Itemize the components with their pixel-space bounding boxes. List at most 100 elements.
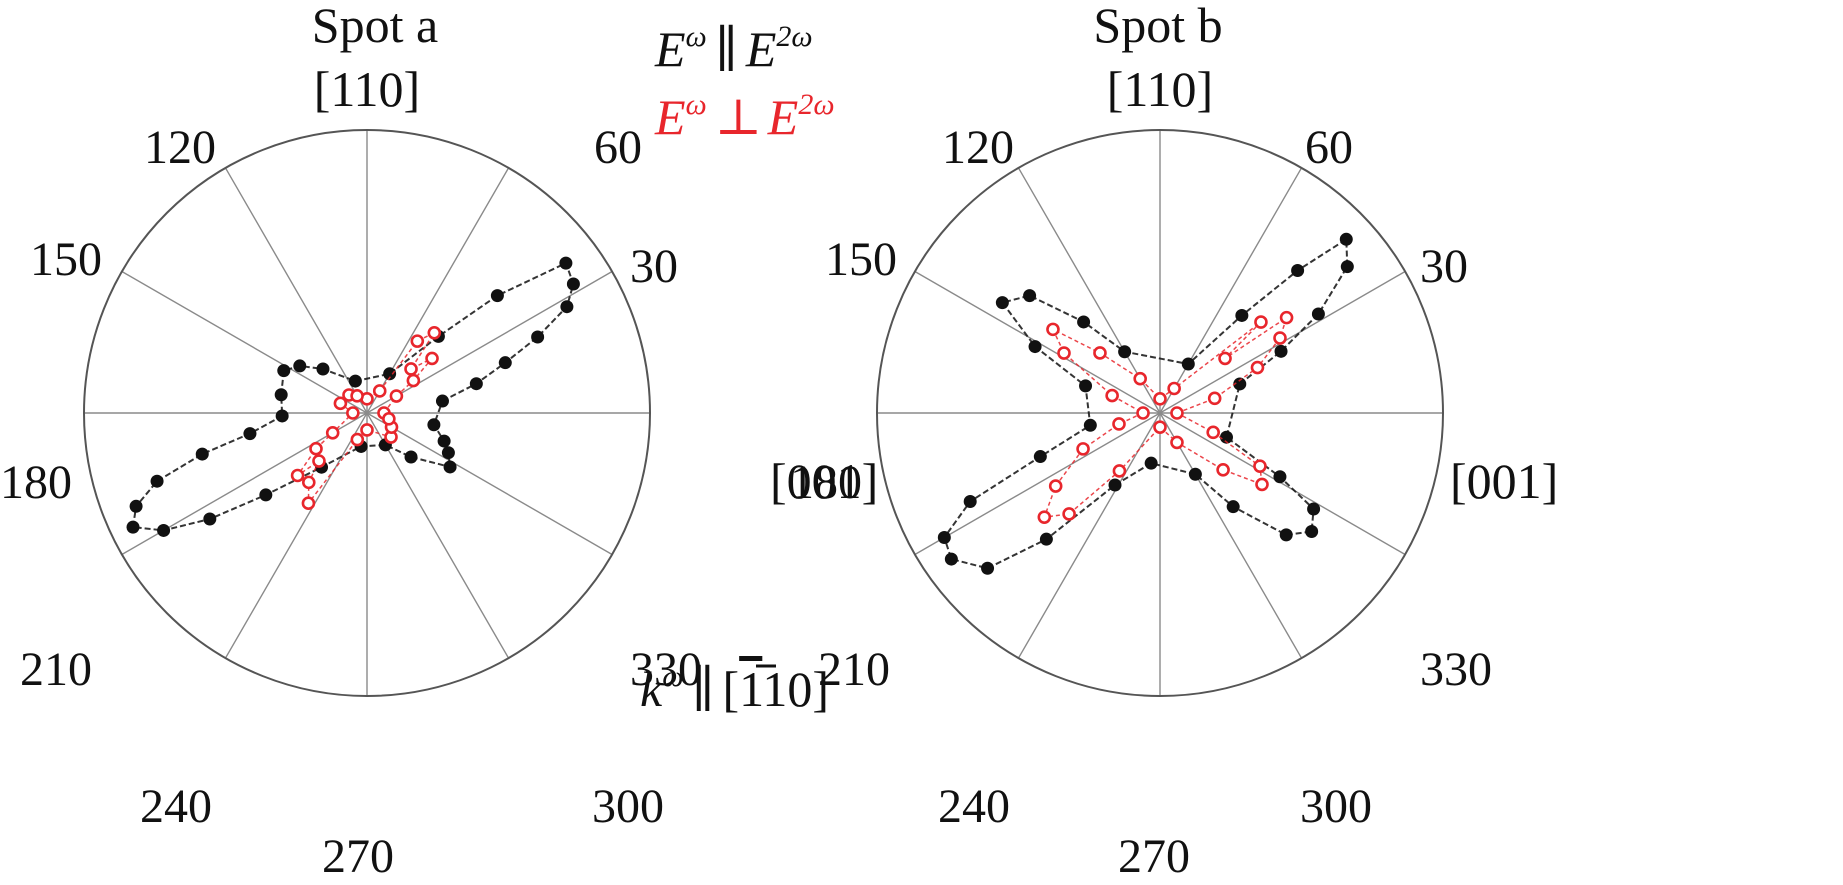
data-point-parallel bbox=[383, 367, 397, 381]
data-point-perpendicular bbox=[1206, 425, 1220, 440]
data-point-perpendicular bbox=[1112, 417, 1126, 431]
tick-270-b: 270 bbox=[1118, 830, 1190, 883]
data-point-perpendicular bbox=[1136, 406, 1150, 420]
tick-330-b: 330 bbox=[1420, 643, 1492, 696]
data-point-parallel bbox=[1311, 307, 1325, 321]
data-point-parallel bbox=[937, 531, 951, 545]
data-point-parallel bbox=[1079, 379, 1093, 393]
data-point-parallel bbox=[498, 356, 512, 370]
tick-150-b: 150 bbox=[825, 233, 897, 286]
data-point-parallel bbox=[1307, 502, 1321, 516]
perpendicular-series-a bbox=[290, 325, 442, 510]
data-point-perpendicular bbox=[1255, 477, 1269, 492]
data-point-parallel bbox=[1028, 340, 1042, 354]
parallel-curve bbox=[943, 237, 1349, 570]
data-point-parallel bbox=[259, 488, 273, 502]
right-axis-label-a: [001] bbox=[770, 453, 878, 509]
data-point-parallel bbox=[1188, 467, 1202, 481]
top-axis-label-a: [110] bbox=[314, 61, 420, 117]
data-point-parallel bbox=[963, 495, 977, 509]
data-point-perpendicular bbox=[309, 441, 323, 456]
data-point-parallel bbox=[1226, 500, 1240, 514]
data-point-parallel bbox=[1083, 418, 1097, 432]
data-point-perpendicular bbox=[1048, 479, 1063, 493]
data-point-parallel bbox=[150, 474, 164, 488]
data-point-perpendicular bbox=[1112, 464, 1127, 478]
panel-title-spot-a: Spot a bbox=[312, 0, 438, 53]
data-point-parallel bbox=[1291, 263, 1305, 277]
data-point-parallel bbox=[1219, 430, 1233, 444]
data-point-perpendicular bbox=[1279, 310, 1294, 325]
spoke-150 bbox=[914, 270, 1406, 556]
data-point-parallel bbox=[1235, 308, 1249, 322]
legend: Eω ∥ E2ω Eω ⊥ E2ω bbox=[654, 20, 835, 145]
data-point-perpendicular bbox=[1105, 388, 1119, 403]
data-point-perpendicular bbox=[382, 412, 396, 426]
polar-panel-spot-a: Spot a [110] [001] 30 60 120 150 180 210… bbox=[0, 0, 878, 883]
data-point-parallel bbox=[490, 289, 504, 303]
tick-180-a: 180 bbox=[0, 456, 72, 509]
data-point-perpendicular bbox=[290, 468, 305, 483]
data-point-perpendicular bbox=[1253, 459, 1267, 473]
data-point-perpendicular bbox=[1153, 420, 1167, 434]
perpendicular-curve bbox=[296, 330, 437, 506]
data-point-parallel bbox=[981, 561, 995, 575]
data-point-perpendicular bbox=[325, 426, 340, 440]
outer-circle bbox=[876, 129, 1444, 697]
parallel-series-b bbox=[937, 232, 1354, 575]
k-direction-label: kω ∥ [110] bbox=[640, 660, 829, 717]
data-point-parallel bbox=[404, 450, 418, 464]
data-point-parallel bbox=[944, 552, 958, 566]
data-point-parallel bbox=[203, 512, 217, 526]
tick-270-a: 270 bbox=[322, 830, 394, 883]
data-point-parallel bbox=[1181, 357, 1195, 371]
tick-60-a: 60 bbox=[594, 121, 642, 174]
data-point-perpendicular bbox=[346, 406, 360, 420]
data-point-perpendicular bbox=[301, 496, 316, 510]
perpendicular-series-b bbox=[1037, 310, 1294, 524]
data-point-perpendicular bbox=[1076, 442, 1090, 456]
data-point-parallel bbox=[277, 364, 291, 378]
data-point-perpendicular bbox=[301, 475, 316, 490]
data-point-perpendicular bbox=[1207, 391, 1222, 406]
data-point-parallel bbox=[1033, 450, 1047, 464]
data-point-parallel bbox=[560, 300, 574, 314]
data-point-perpendicular bbox=[1216, 463, 1230, 477]
data-point-perpendicular bbox=[1093, 346, 1107, 360]
data-point-parallel bbox=[316, 362, 330, 376]
data-point-parallel bbox=[1118, 345, 1132, 359]
data-point-perpendicular bbox=[360, 423, 374, 437]
polar-grid-a bbox=[83, 129, 651, 697]
legend-parallel: Eω ∥ E2ω bbox=[654, 20, 813, 77]
data-point-parallel bbox=[469, 377, 483, 391]
tick-120-a: 120 bbox=[144, 121, 216, 174]
spoke-150 bbox=[121, 270, 613, 556]
data-point-perpendicular bbox=[350, 432, 365, 447]
data-point-parallel bbox=[995, 296, 1009, 310]
tick-120-b: 120 bbox=[942, 121, 1014, 174]
data-point-parallel bbox=[1339, 232, 1353, 246]
tick-240-b: 240 bbox=[938, 780, 1010, 833]
data-point-perpendicular bbox=[1170, 435, 1184, 450]
data-point-parallel bbox=[274, 388, 288, 402]
data-point-parallel bbox=[437, 434, 451, 448]
polar-panel-spot-b: Spot b [110] [001] 30 60 120 150 180 210… bbox=[790, 0, 1558, 883]
data-point-parallel bbox=[129, 499, 143, 513]
data-point-perpendicular bbox=[350, 389, 364, 403]
data-point-parallel bbox=[293, 359, 307, 373]
data-point-perpendicular bbox=[427, 325, 442, 340]
panel-title-spot-b: Spot b bbox=[1093, 0, 1222, 53]
top-axis-label-b: [110] bbox=[1107, 61, 1213, 117]
tick-60-b: 60 bbox=[1305, 121, 1353, 174]
data-point-perpendicular bbox=[1057, 346, 1071, 360]
data-point-perpendicular bbox=[1170, 406, 1184, 420]
tick-300-a: 300 bbox=[592, 780, 664, 833]
data-point-parallel bbox=[1233, 377, 1247, 391]
data-point-parallel bbox=[441, 446, 455, 460]
tick-180-b: 180 bbox=[790, 456, 862, 509]
data-point-perpendicular bbox=[1037, 510, 1052, 524]
data-point-parallel bbox=[427, 418, 441, 432]
data-point-perpendicular bbox=[1167, 381, 1181, 396]
tick-240-a: 240 bbox=[140, 780, 212, 833]
